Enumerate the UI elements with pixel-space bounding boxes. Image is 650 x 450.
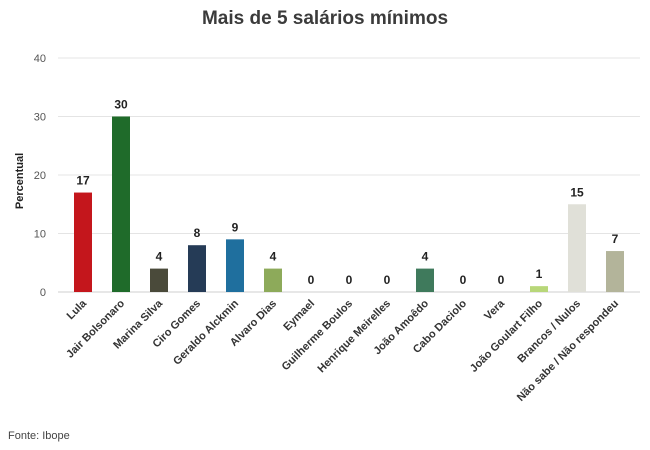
data-label-6: 0 <box>308 273 315 287</box>
x-tick-label-4: Geraldo Alckmin <box>171 297 241 367</box>
data-label-2: 4 <box>156 250 163 264</box>
bar-4 <box>226 239 244 292</box>
bar-3 <box>188 245 206 292</box>
bar-14 <box>606 251 624 292</box>
bar-1 <box>112 116 130 292</box>
x-tick-label-8: Henrique Meirelles <box>315 298 393 376</box>
y-axis-label: Percentual <box>14 153 26 209</box>
data-label-7: 0 <box>346 273 353 287</box>
bar-9 <box>416 268 434 292</box>
data-label-13: 15 <box>570 185 584 199</box>
bar-12 <box>530 286 548 292</box>
y-tick-label: 30 <box>34 112 46 124</box>
y-tick-label: 20 <box>34 170 46 182</box>
x-tick-label-7: Guilherme Boulos <box>280 298 355 373</box>
y-tick-label: 40 <box>34 53 46 65</box>
data-label-8: 0 <box>384 273 391 287</box>
chart-title: Mais de 5 salários mínimos <box>201 8 449 29</box>
bar-13 <box>568 204 586 292</box>
data-label-12: 1 <box>536 267 543 281</box>
x-tick-label-11: Vera <box>482 297 508 323</box>
data-label-10: 0 <box>460 273 467 287</box>
data-label-9: 4 <box>422 250 429 264</box>
bar-5 <box>264 268 282 292</box>
bar-0 <box>74 192 92 292</box>
x-tick-label-0: Lula <box>65 297 90 322</box>
data-label-14: 7 <box>612 232 619 246</box>
data-label-11: 0 <box>498 273 505 287</box>
bar-2 <box>150 268 168 292</box>
data-label-0: 17 <box>76 174 90 188</box>
data-label-1: 30 <box>114 98 128 112</box>
data-label-4: 9 <box>232 220 239 234</box>
x-tick-label-12: João Goulart Filho <box>468 297 545 374</box>
x-tick-label-6: Eymael <box>281 298 317 334</box>
source-note: Fonte: Ibope <box>8 430 70 442</box>
y-tick-label: 10 <box>34 229 46 241</box>
data-label-3: 8 <box>194 226 201 240</box>
y-tick-label: 0 <box>40 287 46 299</box>
data-label-5: 4 <box>270 250 277 264</box>
